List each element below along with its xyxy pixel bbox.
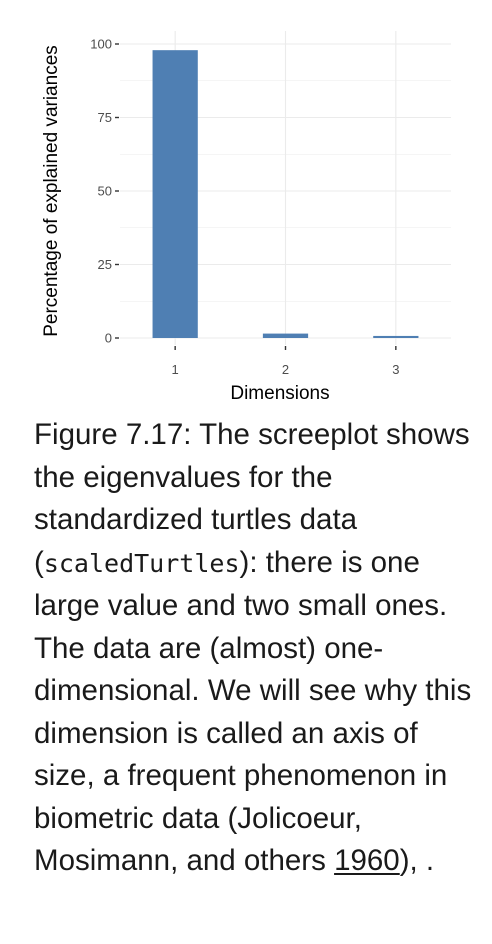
x-tick-label: 2 [282,362,289,377]
x-tick-label: 3 [392,362,399,377]
y-axis-title: Percentage of explained variances [41,45,62,337]
bar-dimension-2 [262,333,309,338]
y-tick-label: 0 [105,331,112,346]
caption-text-3: ), . [399,844,435,877]
caption-label: Figure 7.17: [34,418,200,451]
caption-code: scaledTurtles [43,548,240,578]
y-tick-label: 25 [98,257,112,272]
bars [152,50,419,338]
caption-text-1: The screeplot shows the eigenvalues for … [34,418,470,579]
figure-caption: Figure 7.17: The screeplot shows the eig… [34,414,478,883]
x-tick-label: 1 [172,362,179,377]
bar-dimension-1 [152,50,198,338]
bar-dimension-3 [373,335,419,338]
y-tick-label: 100 [90,37,112,52]
x-axis-title: Dimensions [230,383,329,404]
citation-link[interactable]: 1960 [334,844,400,877]
y-axis: 0 25 50 75 100 [90,37,119,346]
caption-text-2: ): there is one large value and two smal… [34,545,472,878]
y-tick-label: 50 [98,184,112,199]
x-axis: 1 2 3 [172,346,399,377]
screeplot-chart: 0 25 50 75 100 1 2 3 Dimensions Percentage of … [41,31,451,404]
y-tick-label: 75 [98,110,112,125]
